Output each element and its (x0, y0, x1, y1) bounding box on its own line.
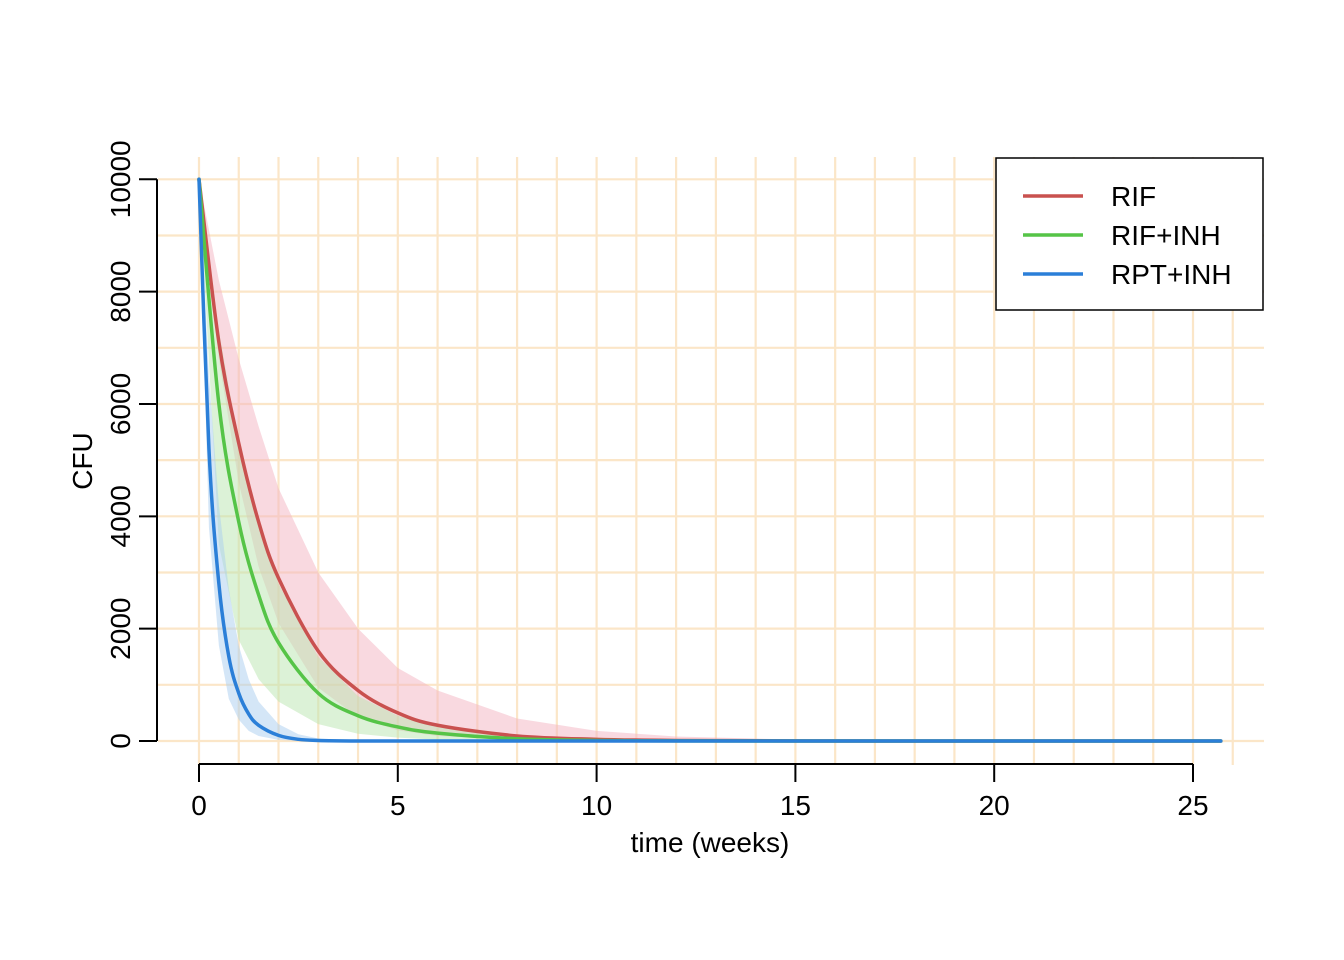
legend-label: RIF (1111, 181, 1156, 212)
y-tick-label: 2000 (105, 598, 136, 660)
x-tick-label: 10 (581, 790, 612, 821)
x-tick-label: 15 (780, 790, 811, 821)
legend-label: RIF+INH (1111, 220, 1221, 251)
x-tick-label: 5 (390, 790, 406, 821)
confidence-bands (199, 179, 1221, 742)
y-tick-label: 0 (105, 733, 136, 749)
y-tick-label: 10000 (105, 140, 136, 218)
y-tick-label: 4000 (105, 485, 136, 547)
series-line-rpt-inh (197, 177, 1223, 743)
y-tick-label: 8000 (105, 260, 136, 322)
legend: RIF RIF+INH RPT+INH (995, 157, 1264, 311)
x-axis-label: time (weeks) (631, 827, 790, 858)
confidence-band-rif-inh (199, 179, 1221, 742)
axes: 0 5 10 15 20 25 0 2000 4000 6000 8000 10000 (105, 140, 1209, 821)
x-tick-label: 0 (191, 790, 207, 821)
series-lines (197, 177, 1223, 743)
legend-label: RPT+INH (1111, 259, 1232, 290)
x-tick-label: 25 (1177, 790, 1208, 821)
y-axis-label: CFU (67, 432, 98, 490)
x-tick-label: 20 (979, 790, 1010, 821)
y-tick-label: 6000 (105, 373, 136, 435)
